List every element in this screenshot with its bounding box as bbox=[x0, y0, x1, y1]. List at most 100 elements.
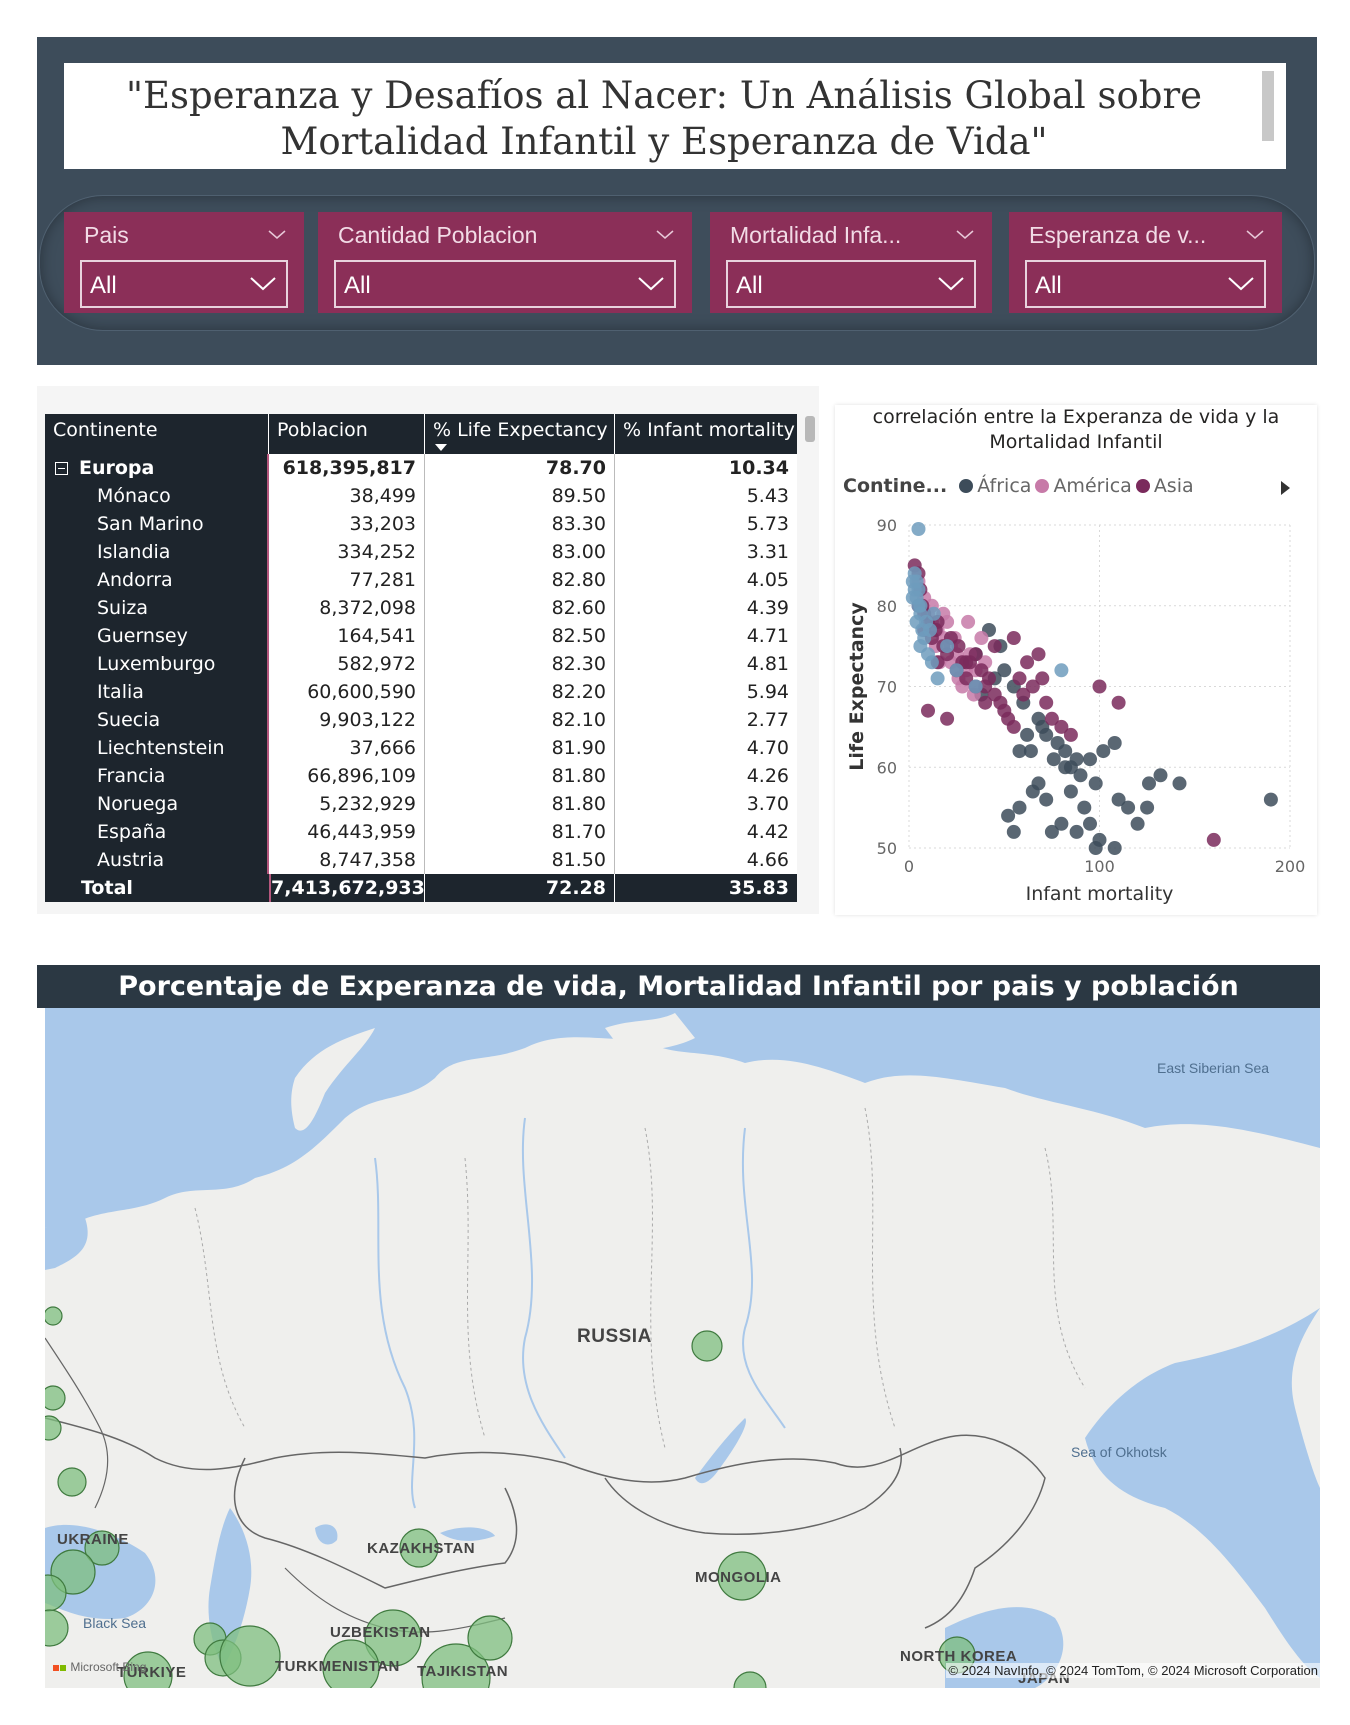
matrix-row[interactable]: Liechtenstein 37,666 81.90 4.70 bbox=[45, 734, 797, 762]
matrix-row[interactable]: Noruega 5,232,929 81.80 3.70 bbox=[45, 790, 797, 818]
scatter-point[interactable] bbox=[1063, 727, 1078, 742]
chevron-down-icon[interactable] bbox=[250, 277, 276, 291]
matrix-row[interactable]: Austria 8,747,358 81.50 4.66 bbox=[45, 846, 797, 874]
matrix-row[interactable]: Suiza 8,372,098 82.60 4.39 bbox=[45, 594, 797, 622]
scatter-point[interactable] bbox=[1001, 808, 1016, 823]
scatter-point[interactable] bbox=[913, 598, 928, 613]
scatter-point[interactable] bbox=[987, 639, 1002, 654]
scatter-point[interactable] bbox=[1025, 679, 1040, 694]
scatter-point[interactable] bbox=[974, 631, 989, 645]
scatter-point[interactable] bbox=[1035, 671, 1050, 686]
scatter-point[interactable] bbox=[1073, 768, 1088, 783]
matrix-row[interactable]: Luxemburgo 582,972 82.30 4.81 bbox=[45, 650, 797, 678]
slicer-pais[interactable]: Pais All bbox=[64, 212, 304, 313]
scatter-point[interactable] bbox=[1020, 727, 1035, 742]
matrix-row[interactable]: Guernsey 164,541 82.50 4.71 bbox=[45, 622, 797, 650]
scatter-point[interactable] bbox=[1130, 816, 1145, 831]
scatter-point[interactable] bbox=[1088, 841, 1103, 855]
scatter-point[interactable] bbox=[1012, 671, 1027, 686]
map-bubble[interactable] bbox=[322, 1639, 380, 1688]
scatter-point[interactable] bbox=[1111, 695, 1126, 710]
scatter-point[interactable] bbox=[1111, 792, 1126, 807]
column-header-life-expectancy[interactable]: % Life Expectancy bbox=[425, 414, 615, 454]
scatter-point[interactable] bbox=[1088, 776, 1103, 791]
chevron-down-icon[interactable] bbox=[268, 230, 286, 240]
matrix-group-row[interactable]: Europa 618,395,817 78.70 10.34 bbox=[45, 454, 797, 482]
map-bubble[interactable] bbox=[421, 1643, 491, 1688]
matrix-row[interactable]: Mónaco 38,499 89.50 5.43 bbox=[45, 482, 797, 510]
scatter-point[interactable] bbox=[1031, 647, 1046, 662]
map-bubbles[interactable] bbox=[45, 1306, 976, 1688]
chevron-down-icon[interactable] bbox=[1246, 230, 1264, 240]
scatter-point[interactable] bbox=[1063, 784, 1078, 799]
scatter-point[interactable] bbox=[949, 663, 964, 678]
map-bubble[interactable] bbox=[733, 1671, 767, 1688]
matrix-row[interactable]: Francia 66,896,109 81.80 4.26 bbox=[45, 762, 797, 790]
matrix-row[interactable]: España 46,443,959 81.70 4.42 bbox=[45, 818, 797, 846]
scatter-point[interactable] bbox=[1142, 776, 1156, 791]
map-bubble[interactable] bbox=[399, 1528, 439, 1568]
scatter-point[interactable] bbox=[1153, 768, 1168, 783]
scatter-point[interactable] bbox=[959, 671, 974, 686]
scatter-point[interactable] bbox=[968, 647, 983, 662]
scatter-point[interactable] bbox=[1263, 792, 1278, 807]
scatter-point[interactable] bbox=[1083, 752, 1097, 767]
scatter-point[interactable] bbox=[1077, 800, 1092, 815]
scatter-point[interactable] bbox=[1069, 824, 1084, 839]
map-bubble[interactable] bbox=[84, 1530, 120, 1566]
scatter-point[interactable] bbox=[1206, 832, 1221, 847]
scatter-point[interactable] bbox=[1035, 719, 1050, 734]
scatter-point[interactable] bbox=[930, 671, 945, 686]
map-canvas[interactable] bbox=[45, 1008, 1320, 1688]
scatter-point[interactable] bbox=[1046, 752, 1061, 767]
slicer-dropdown[interactable]: All bbox=[726, 260, 976, 308]
scatter-point[interactable] bbox=[997, 663, 1012, 678]
matrix-row[interactable]: Italia 60,600,590 82.20 5.94 bbox=[45, 678, 797, 706]
scatter-point[interactable] bbox=[921, 703, 935, 718]
scatter-point[interactable] bbox=[1121, 800, 1136, 815]
scatter-point[interactable] bbox=[1012, 744, 1027, 759]
title-scrollbar[interactable] bbox=[1262, 71, 1274, 141]
map-bubble[interactable] bbox=[717, 1551, 767, 1601]
matrix-row[interactable]: Islandia 334,252 83.00 3.31 bbox=[45, 538, 797, 566]
scatter-point[interactable] bbox=[951, 639, 966, 654]
scatter-plot[interactable]: 50 60 70 80 90 0 100 200 Infant mortality Life Ex… bbox=[835, 505, 1317, 915]
scatter-point[interactable] bbox=[959, 655, 974, 670]
slicer-esperanza-vida[interactable]: Esperanza de v... All bbox=[1009, 212, 1282, 313]
scatter-point[interactable] bbox=[1092, 679, 1107, 694]
scatter-point[interactable] bbox=[1058, 760, 1073, 775]
scatter-point[interactable] bbox=[1039, 695, 1054, 710]
column-header-continente[interactable]: Continente bbox=[45, 414, 269, 454]
map-bubble[interactable] bbox=[364, 1609, 422, 1667]
scatter-point[interactable] bbox=[1054, 663, 1069, 678]
slicer-dropdown[interactable]: All bbox=[1025, 260, 1266, 308]
scatter-point[interactable] bbox=[1006, 719, 1021, 734]
scatter-point[interactable] bbox=[1016, 687, 1031, 702]
map-bubble[interactable] bbox=[219, 1625, 281, 1687]
scatter-point[interactable] bbox=[1044, 824, 1059, 839]
map-bubble[interactable] bbox=[467, 1615, 513, 1661]
column-header-infant-mortality[interactable]: % Infant mortality bbox=[623, 419, 795, 441]
legend-next-arrow-icon[interactable] bbox=[1281, 481, 1290, 495]
matrix-row[interactable]: San Marino 33,203 83.30 5.73 bbox=[45, 510, 797, 538]
map-bubble[interactable] bbox=[57, 1467, 87, 1497]
scatter-point[interactable] bbox=[968, 679, 983, 694]
scatter-point[interactable] bbox=[1023, 744, 1038, 759]
chevron-down-icon[interactable] bbox=[638, 277, 664, 291]
scatter-point[interactable] bbox=[1083, 816, 1097, 831]
scatter-point[interactable] bbox=[1096, 744, 1111, 759]
map-bubble[interactable] bbox=[45, 1385, 66, 1411]
scatter-point[interactable] bbox=[978, 695, 993, 710]
map-bubble[interactable] bbox=[123, 1651, 173, 1688]
scatter-point[interactable] bbox=[1031, 776, 1046, 791]
slicer-mortalidad-infantil[interactable]: Mortalidad Infa... All bbox=[710, 212, 992, 313]
slicer-dropdown[interactable]: All bbox=[334, 260, 676, 308]
scatter-point[interactable] bbox=[1140, 800, 1155, 815]
chevron-down-icon[interactable] bbox=[956, 230, 974, 240]
map-bubble[interactable] bbox=[691, 1330, 723, 1362]
scatter-point[interactable] bbox=[940, 711, 955, 726]
scatter-point[interactable] bbox=[1058, 744, 1073, 759]
scatter-point[interactable] bbox=[1006, 631, 1021, 645]
group-cell[interactable]: Europa bbox=[45, 454, 269, 482]
scatter-point[interactable] bbox=[1020, 655, 1035, 670]
